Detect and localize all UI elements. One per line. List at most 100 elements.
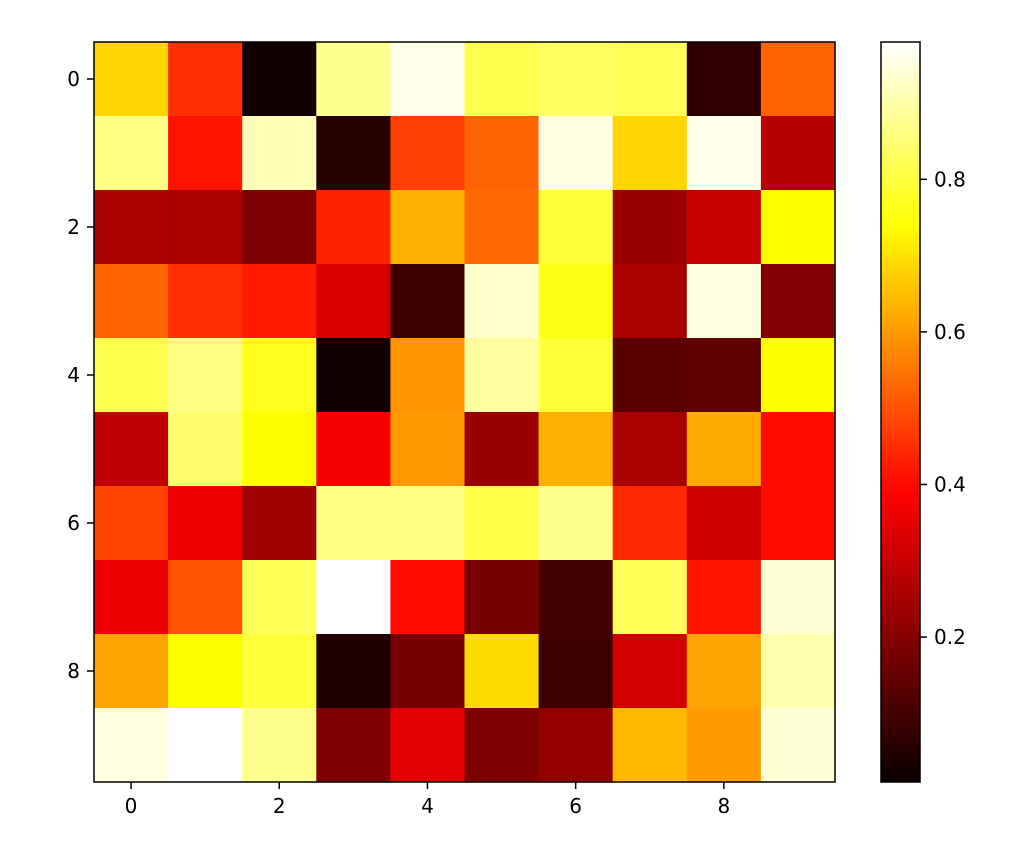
heatmap-cell-r6-c4 (390, 486, 466, 561)
x-tick-label: 0 (125, 794, 138, 818)
heatmap-cell-r7-c0 (94, 560, 169, 635)
heatmap-cell-r3-c1 (168, 264, 243, 339)
heatmap-cell-r6-c6 (538, 486, 614, 561)
y-tick-label: 4 (67, 363, 80, 387)
heatmap-cell-r7-c3 (316, 560, 391, 635)
heatmap-cell-r8-c3 (316, 634, 391, 709)
heatmap-cell-r9-c6 (538, 708, 614, 783)
heatmap-cell-r2-c6 (538, 190, 614, 265)
colorbar-tick-label: 0.2 (934, 625, 966, 649)
heatmap-cell-r1-c6 (538, 116, 614, 191)
x-axis: 0 2 4 6 8 (125, 782, 730, 818)
heatmap-cell-r9-c1 (168, 708, 243, 783)
heatmap-cell-r7-c8 (686, 560, 762, 635)
heatmap-cell-r4-c9 (760, 338, 836, 413)
heatmap-cell-r5-c0 (94, 412, 169, 487)
y-tick-label: 0 (67, 67, 80, 91)
heatmap-cell-r4-c1 (168, 338, 243, 413)
heatmap-cell-r2-c9 (760, 190, 836, 265)
colorbar-gradient (881, 42, 920, 782)
heatmap-cell-r6-c1 (168, 486, 243, 561)
heatmap-cell-r8-c4 (390, 634, 466, 709)
heatmap-cell-r9-c3 (316, 708, 391, 783)
heatmap-cell-r8-c2 (242, 634, 317, 709)
heatmap-cell-r9-c7 (612, 708, 688, 783)
heatmap-cell-r6-c0 (94, 486, 169, 561)
heatmap-cell-r0-c0 (94, 42, 169, 117)
heatmap-cell-r2-c7 (612, 190, 688, 265)
heatmap-cell-r5-c9 (760, 412, 836, 487)
heatmap-cell-r1-c2 (242, 116, 317, 191)
heatmap-cell-r8-c9 (760, 634, 836, 709)
heatmap-cell-r2-c3 (316, 190, 391, 265)
y-tick-label: 6 (67, 511, 80, 535)
heatmap-cell-r7-c5 (464, 560, 540, 635)
heatmap-cell-r7-c2 (242, 560, 317, 635)
heatmap-cell-r1-c9 (760, 116, 836, 191)
heatmap-cell-r3-c0 (94, 264, 169, 339)
y-tick-label: 8 (67, 659, 80, 683)
heatmap-cell-r1-c1 (168, 116, 243, 191)
heatmap-cell-r0-c9 (760, 42, 836, 117)
x-tick-label: 4 (421, 794, 434, 818)
heatmap-cell-r8-c0 (94, 634, 169, 709)
heatmap-cell-r0-c5 (464, 42, 540, 117)
heatmap-cell-r0-c6 (538, 42, 614, 117)
heatmap-cell-r4-c2 (242, 338, 317, 413)
heatmap-cell-r3-c9 (760, 264, 836, 339)
heatmap-cell-r1-c3 (316, 116, 391, 191)
heatmap-cell-r2-c2 (242, 190, 317, 265)
heatmap-cell-r4-c4 (390, 338, 466, 413)
heatmap-cell-r9-c8 (686, 708, 762, 783)
heatmap-cell-r3-c2 (242, 264, 317, 339)
heatmap-cell-r1-c7 (612, 116, 688, 191)
heatmap-cell-r5-c3 (316, 412, 391, 487)
heatmap-cell-r6-c2 (242, 486, 317, 561)
colorbar-frame (880, 41, 921, 783)
heatmap-cell-r5-c7 (612, 412, 688, 487)
heatmap-cell-r5-c1 (168, 412, 243, 487)
heatmap-cell-r4-c3 (316, 338, 391, 413)
heatmap-cell-r0-c8 (686, 42, 762, 117)
heatmap-cell-r5-c2 (242, 412, 317, 487)
heatmap-cell-r5-c4 (390, 412, 466, 487)
heatmap-cell-r1-c0 (94, 116, 169, 191)
heatmap-cell-r4-c6 (538, 338, 614, 413)
heatmap-cell-r0-c1 (168, 42, 243, 117)
y-tick-label: 2 (67, 215, 80, 239)
heatmap-cell-r2-c4 (390, 190, 466, 265)
heatmap-cells (94, 42, 836, 783)
heatmap-cell-r1-c8 (686, 116, 762, 191)
heatmap-cell-r6-c9 (760, 486, 836, 561)
heatmap-cell-r8-c8 (686, 634, 762, 709)
heatmap-cell-r6-c3 (316, 486, 391, 561)
heatmap-cell-r8-c6 (538, 634, 614, 709)
heatmap-cell-r8-c7 (612, 634, 688, 709)
plot-frame (93, 41, 836, 783)
heatmap-cell-r3-c3 (316, 264, 391, 339)
heatmap-cell-r5-c8 (686, 412, 762, 487)
heatmap-cell-r2-c0 (94, 190, 169, 265)
heatmap-cell-r2-c5 (464, 190, 540, 265)
heatmap-cell-r4-c8 (686, 338, 762, 413)
heatmap-cell-r4-c0 (94, 338, 169, 413)
heatmap-cell-r7-c9 (760, 560, 836, 635)
x-tick-label: 6 (569, 794, 582, 818)
heatmap-cell-r9-c9 (760, 708, 836, 783)
heatmap-cell-r8-c5 (464, 634, 540, 709)
heatmap-cell-r1-c4 (390, 116, 466, 191)
heatmap-cell-r0-c4 (390, 42, 466, 117)
heatmap-cell-r7-c6 (538, 560, 614, 635)
heatmap-cell-r0-c2 (242, 42, 317, 117)
heatmap-cell-r3-c4 (390, 264, 466, 339)
heatmap-cell-r5-c5 (464, 412, 540, 487)
colorbar-tick-label: 0.8 (934, 167, 966, 191)
heatmap-cell-r6-c8 (686, 486, 762, 561)
heatmap-cell-r2-c8 (686, 190, 762, 265)
heatmap-cell-r9-c2 (242, 708, 317, 783)
colorbar-tick-label: 0.6 (934, 320, 966, 344)
heatmap-cell-r0-c3 (316, 42, 391, 117)
heatmap-cell-r1-c5 (464, 116, 540, 191)
heatmap-cell-r7-c7 (612, 560, 688, 635)
